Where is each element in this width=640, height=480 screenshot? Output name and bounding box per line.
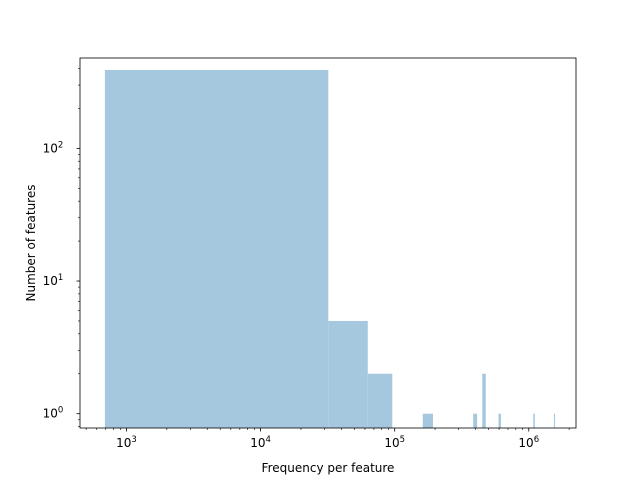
histogram-bar: [104, 69, 329, 428]
histogram-bar: [422, 413, 433, 428]
minor-ticks-group: [78, 68, 570, 430]
histogram-bar: [367, 373, 393, 428]
plot-frame: [79, 57, 577, 429]
histogram-bar: [533, 413, 535, 428]
histogram-bar: [553, 413, 556, 428]
x-axis-label: Frequency per feature: [262, 461, 395, 475]
y-axis-label: Number of features: [24, 185, 38, 302]
histogram-bar: [498, 413, 501, 428]
histogram-bar: [328, 320, 368, 428]
histogram-bar: [482, 373, 486, 428]
histogram-bar: [473, 413, 478, 428]
bars-group: [104, 69, 556, 428]
